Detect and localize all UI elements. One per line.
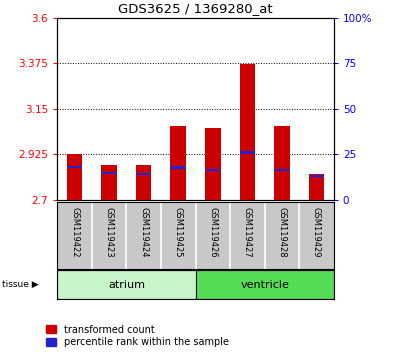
Bar xyxy=(102,165,117,200)
Text: GSM119429: GSM119429 xyxy=(312,207,321,258)
Text: GSM119424: GSM119424 xyxy=(139,207,148,258)
Bar xyxy=(309,174,324,200)
Bar xyxy=(136,165,151,200)
Text: GSM119428: GSM119428 xyxy=(277,207,286,258)
Bar xyxy=(274,126,290,200)
Bar xyxy=(274,169,290,171)
Bar xyxy=(67,154,82,200)
Bar xyxy=(196,270,334,299)
Bar xyxy=(57,270,196,299)
Text: ventricle: ventricle xyxy=(240,280,289,290)
Bar xyxy=(205,128,220,200)
Text: tissue ▶: tissue ▶ xyxy=(2,280,39,289)
Bar xyxy=(67,166,82,168)
Text: GSM119425: GSM119425 xyxy=(174,207,183,258)
Title: GDS3625 / 1369280_at: GDS3625 / 1369280_at xyxy=(118,2,273,15)
Bar xyxy=(205,169,220,171)
Text: GSM119422: GSM119422 xyxy=(70,207,79,258)
Legend: transformed count, percentile rank within the sample: transformed count, percentile rank withi… xyxy=(44,323,231,349)
Bar xyxy=(171,166,186,169)
Text: GSM119423: GSM119423 xyxy=(105,207,114,258)
Bar xyxy=(136,173,151,175)
Bar xyxy=(240,152,255,154)
Bar xyxy=(240,64,255,200)
Text: atrium: atrium xyxy=(108,280,145,290)
Text: GSM119426: GSM119426 xyxy=(208,207,217,258)
Bar xyxy=(102,172,117,174)
Text: GSM119427: GSM119427 xyxy=(243,207,252,258)
Bar xyxy=(171,126,186,200)
Bar xyxy=(309,175,324,177)
